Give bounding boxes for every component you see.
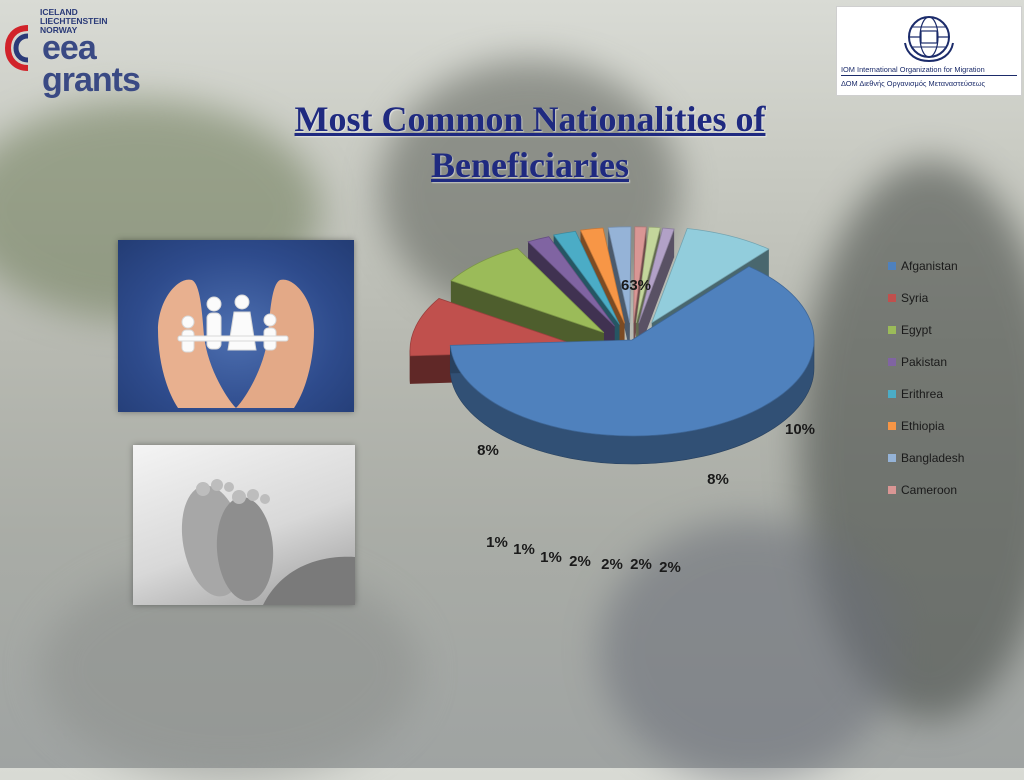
pie-data-label: 8% bbox=[707, 471, 729, 488]
chart-legend: Afganistan Syria Egypt Pakistan Erithrea Ethi… bbox=[888, 259, 964, 497]
legend-entry: Afganistan bbox=[901, 259, 958, 273]
legend-swatch bbox=[888, 358, 896, 366]
pie-data-label: 1% bbox=[540, 549, 562, 566]
legend-entry: Syria bbox=[901, 291, 929, 305]
pie-data-label: 2% bbox=[630, 556, 652, 573]
pie-data-label: 63% bbox=[621, 277, 651, 294]
legend-swatch bbox=[888, 262, 896, 270]
pie-data-label: 1% bbox=[486, 534, 508, 551]
pie-data-label: 2% bbox=[569, 553, 591, 570]
legend-swatch bbox=[888, 294, 896, 302]
legend-entry: Erithrea bbox=[901, 387, 943, 401]
pie-data-label: 8% bbox=[477, 442, 499, 459]
legend-swatch bbox=[888, 486, 896, 494]
legend-entry: Cameroon bbox=[901, 483, 957, 497]
pie-data-label: 10% bbox=[785, 421, 815, 438]
legend-swatch bbox=[888, 422, 896, 430]
legend-swatch bbox=[888, 454, 896, 462]
pie-data-label: 1% bbox=[513, 541, 535, 558]
legend-entry: Egypt bbox=[901, 323, 932, 337]
pie-data-label: 2% bbox=[601, 556, 623, 573]
legend-swatch bbox=[888, 326, 896, 334]
legend-entry: Bangladesh bbox=[901, 451, 964, 465]
legend-entry: Pakistan bbox=[901, 355, 947, 369]
legend-swatch bbox=[888, 390, 896, 398]
legend-entry: Ethiopia bbox=[901, 419, 945, 433]
pie-group bbox=[410, 227, 814, 464]
pie-data-label: 2% bbox=[659, 559, 681, 576]
